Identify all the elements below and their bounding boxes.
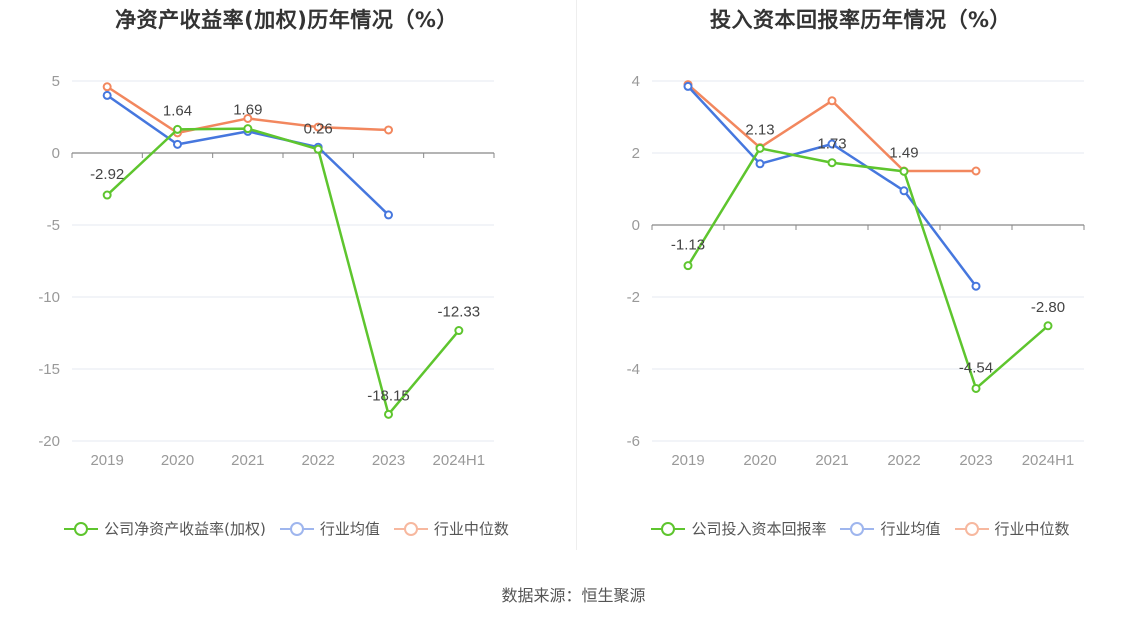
data-point-median (827, 96, 837, 106)
y-tick-label: 0 (52, 145, 60, 162)
data-point-company (899, 166, 909, 176)
data-label: 0.26 (304, 120, 333, 137)
data-point-median (384, 125, 393, 135)
data-label: -2.80 (1031, 299, 1065, 316)
data-point-avg (827, 139, 837, 149)
data-point-median (102, 82, 112, 92)
x-tick-label: 2024H1 (1022, 452, 1075, 469)
data-point-company (683, 261, 693, 271)
data-label: 1.49 (889, 144, 918, 161)
data-label: -1.13 (671, 237, 705, 254)
legend-median-swatch (954, 519, 989, 539)
legend-avg-swatch (279, 519, 314, 539)
roic-chart-plot: 4 2 0 -2 -4 -6 2019 2020 2021 2022 2023 2024H1 -1.13… (627, 73, 1085, 469)
roic-chart-panel: 投入资本回报率历年情况（%） 4 2 0 -2 -4 -6 2019 2020 2021 2022… (574, 0, 1147, 560)
x-tick-label: 2019 (671, 452, 704, 469)
legend-avg-label: 行业均值 (880, 520, 941, 538)
legend-avg-label: 行业均值 (319, 520, 380, 538)
data-label: 1.69 (233, 102, 262, 119)
roic-chart-title: 投入资本回报率历年情况（%） (709, 8, 1012, 32)
data-point-company (1043, 321, 1053, 331)
y-tick-label: -2 (627, 289, 640, 306)
panel-divider (576, 0, 577, 550)
x-tick-label: 2022 (887, 452, 920, 469)
legend-company-label: 公司投入资本回报率 (691, 520, 827, 538)
x-tick-label: 2019 (90, 452, 123, 469)
y-tick-label: -20 (38, 433, 60, 450)
data-label: -12.33 (438, 304, 481, 321)
roe-chart-title: 净资产收益率(加权)历年情况（%） (115, 8, 458, 32)
x-tick-label: 2022 (301, 452, 334, 469)
legend-item-avg[interactable]: 行业均值 (840, 518, 941, 539)
roe-chart-legend: 公司净资产收益率(加权) 行业均值 行业中位数 (0, 518, 573, 539)
data-label: 1.73 (817, 136, 846, 153)
roic-chart-legend: 公司投入资本回报率 行业均值 行业中位数 (574, 518, 1147, 539)
series-line-company (106, 127, 460, 416)
legend-company-swatch (651, 519, 686, 539)
legend-avg-swatch (840, 519, 875, 539)
y-tick-label: -5 (47, 217, 60, 234)
data-point-company (313, 144, 323, 154)
legend-median-swatch (393, 519, 428, 539)
y-tick-label: 5 (52, 73, 60, 90)
data-point-company (827, 158, 837, 168)
x-tick-label: 2021 (815, 452, 848, 469)
legend-item-median[interactable]: 行业中位数 (954, 518, 1070, 539)
data-point-company (243, 124, 253, 134)
data-point-company (971, 383, 981, 393)
x-tick-label: 2021 (231, 452, 264, 469)
y-tick-label: -10 (38, 289, 60, 306)
data-point-avg (384, 210, 393, 220)
y-tick-label: -6 (627, 433, 640, 450)
legend-median-label: 行业中位数 (994, 520, 1070, 538)
x-tick-label: 2024H1 (433, 452, 486, 469)
data-label: 1.64 (163, 102, 192, 119)
x-tick-label: 2023 (959, 452, 992, 469)
roe-chart-plot: 5 0 -5 -10 -15 -20 2019 2020 2021 2022 2023 2024H1 -… (38, 73, 495, 469)
data-point-median (313, 122, 323, 132)
legend-company-swatch (64, 519, 99, 539)
legend-item-median[interactable]: 行业中位数 (393, 518, 509, 539)
data-point-company (102, 190, 112, 200)
data-label: -2.92 (90, 166, 124, 183)
data-label: -18.15 (367, 387, 410, 404)
legend-item-company[interactable]: 公司投入资本回报率 (651, 518, 826, 539)
y-tick-label: -15 (38, 361, 60, 378)
legend-company-label: 公司净资产收益率(加权) (104, 520, 266, 538)
y-tick-label: -4 (627, 361, 640, 378)
data-label: -4.54 (959, 359, 993, 376)
data-point-company (755, 143, 765, 153)
data-source-note: 数据来源：恒生聚源 (501, 586, 646, 605)
x-tick-label: 2023 (372, 452, 405, 469)
legend-item-avg[interactable]: 行业均值 (279, 518, 380, 539)
data-point-avg (173, 139, 182, 149)
data-point-avg (755, 159, 765, 169)
data-point-avg (899, 186, 909, 196)
series-line-company (686, 147, 1049, 390)
data-point-median (243, 113, 253, 123)
data-point-median (971, 166, 981, 176)
roe-chart-panel: 净资产收益率(加权)历年情况（%） 5 0 -5 -10 -15 -20 2019 2020 2… (0, 0, 573, 560)
legend-item-company[interactable]: 公司净资产收益率(加权) (64, 518, 266, 539)
y-tick-label: 4 (632, 73, 640, 90)
data-point-avg (971, 281, 981, 291)
data-label: 2.13 (745, 121, 774, 138)
x-tick-label: 2020 (161, 452, 194, 469)
data-point-company (384, 409, 393, 419)
data-point-avg (683, 81, 693, 91)
legend-median-label: 行业中位数 (433, 520, 509, 538)
y-tick-label: 2 (632, 145, 640, 162)
y-tick-label: 0 (632, 217, 640, 234)
data-point-avg (102, 90, 112, 100)
x-tick-label: 2020 (743, 452, 776, 469)
data-point-company (173, 124, 182, 134)
data-point-company (454, 326, 464, 336)
